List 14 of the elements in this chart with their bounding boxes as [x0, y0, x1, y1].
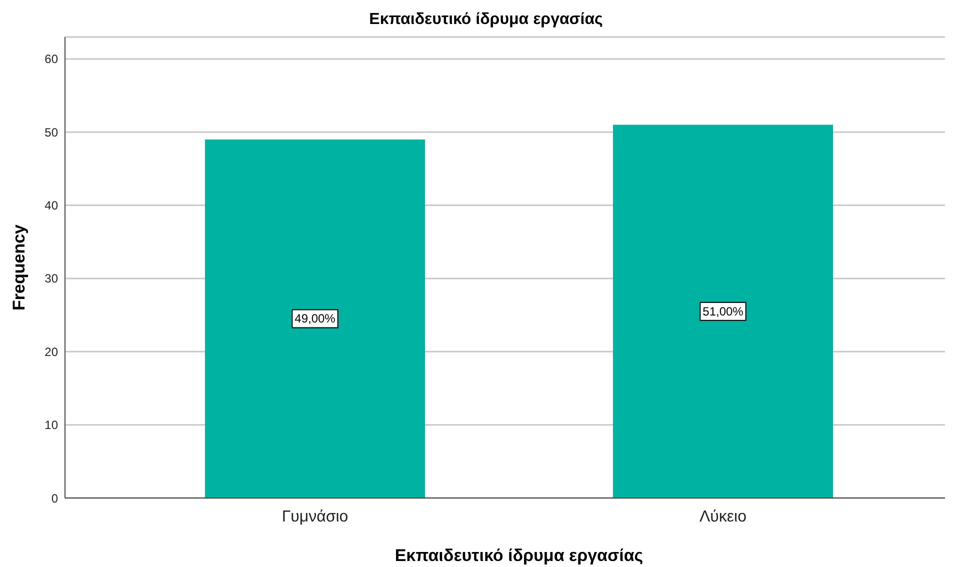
y-axis-title: Frequency	[10, 224, 29, 310]
y-tick-label: 0	[51, 491, 58, 506]
y-tick-label: 50	[44, 125, 58, 140]
data-label: 49,00%	[294, 312, 336, 326]
x-tick-label: Γυμνάσιο	[282, 508, 348, 526]
y-tick-label: 10	[44, 418, 58, 432]
y-tick-label: 60	[44, 52, 58, 66]
y-tick-label: 20	[44, 344, 58, 359]
x-tick-label: Λύκειο	[699, 508, 747, 526]
chart-title: Εκπαιδευτικό ίδρυμα εργασίας	[368, 11, 604, 29]
y-tick-label: 40	[44, 198, 58, 213]
y-tick-label: 30	[44, 272, 58, 286]
data-label: 51,00%	[702, 304, 744, 318]
x-axis-title: Εκπαιδευτικό ίδρυμα εργασίας	[394, 546, 644, 565]
